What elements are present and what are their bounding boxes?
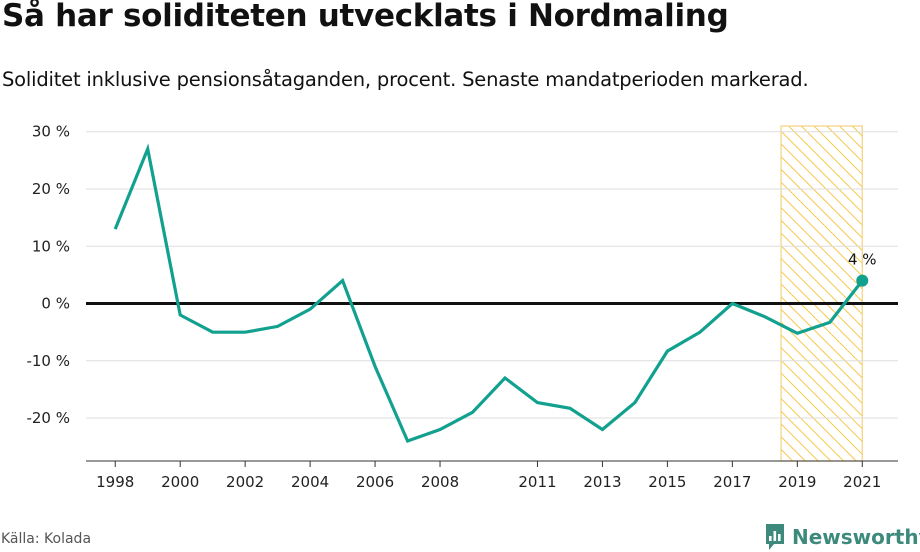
x-tick-label: 2002: [226, 473, 264, 491]
x-tick-label: 1998: [96, 473, 134, 491]
source-label: Källa: Kolada: [1, 531, 92, 547]
y-tick-label: 0 %: [41, 295, 70, 313]
y-tick-label: 10 %: [32, 237, 70, 255]
series-line: [113, 143, 864, 444]
x-tick-label: 2006: [356, 473, 394, 491]
x-tick-label: 2019: [778, 473, 816, 491]
newsworthy-logo-icon: [766, 524, 784, 550]
last-data-point: [856, 274, 869, 287]
x-tick-label: 2004: [291, 473, 329, 491]
x-tick-label: 2011: [518, 473, 556, 491]
x-tick-label: 2013: [583, 473, 621, 491]
chart-subtitle: Soliditet inklusive pensionsåtaganden, p…: [2, 68, 809, 91]
last-value-label: 4 %: [848, 251, 877, 269]
brand-logo: Newsworthy: [764, 522, 920, 552]
x-tick-label: 2000: [161, 473, 199, 491]
y-tick-label: 20 %: [32, 180, 70, 198]
y-tick-label: -20 %: [26, 409, 70, 427]
brand-name: Newsworthy: [792, 525, 920, 549]
chart-title: Så har soliditeten utvecklats i Nordmali…: [2, 0, 729, 34]
x-tick-label: 2017: [713, 473, 751, 491]
x-tick-label: 2008: [421, 473, 459, 491]
x-tick-label: 2015: [648, 473, 686, 491]
x-tick-label: 2021: [843, 473, 881, 491]
y-tick-label: -10 %: [26, 352, 70, 370]
mandate-period-highlight: [780, 125, 863, 462]
y-tick-label: 30 %: [32, 123, 70, 141]
